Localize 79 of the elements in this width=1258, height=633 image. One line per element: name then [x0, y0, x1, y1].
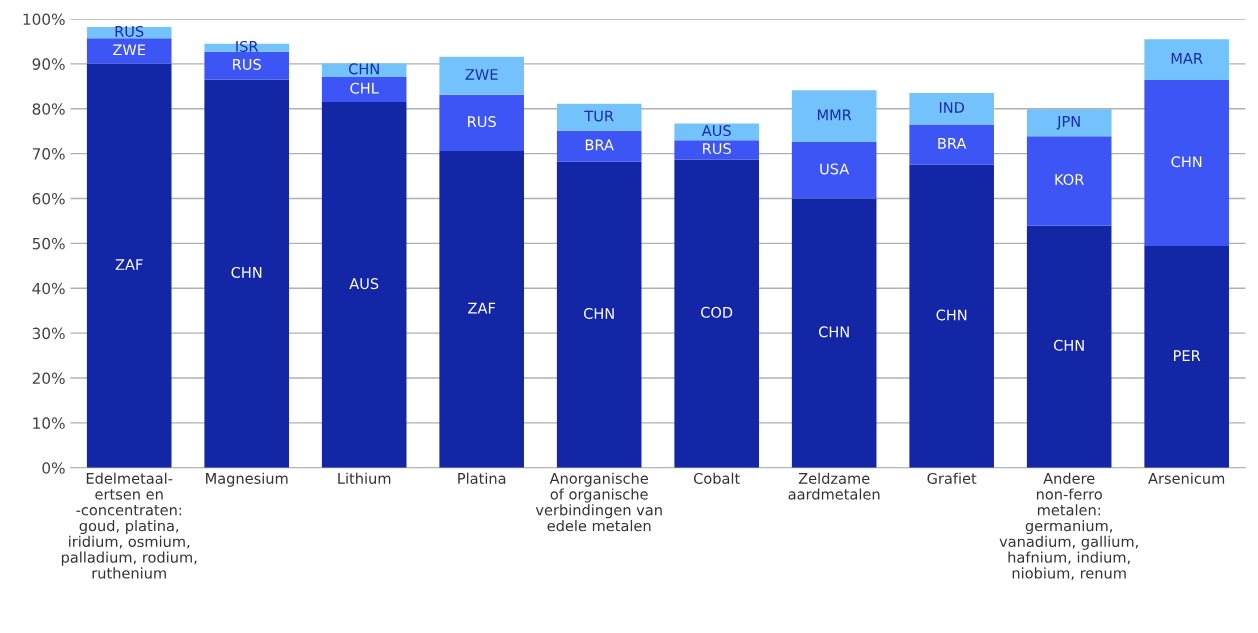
- y-tick-label: 10%: [33, 417, 65, 429]
- x-tick-label: Zeldzame aardmetalen: [788, 472, 880, 500]
- data-label: USA: [820, 163, 850, 175]
- bar: [674, 123, 759, 141]
- data-label: BRA: [938, 138, 967, 149]
- bar: [204, 43, 289, 52]
- data-label: MAR: [1171, 53, 1203, 64]
- data-label: CHN: [231, 266, 262, 278]
- bar: [1026, 225, 1112, 468]
- y-tick-label: 30%: [32, 327, 65, 340]
- bar: [909, 124, 994, 165]
- data-label: ZAF: [115, 259, 143, 270]
- bar: [1144, 80, 1229, 247]
- bar: [556, 161, 642, 468]
- bar: [1026, 136, 1112, 226]
- bar: [791, 141, 877, 199]
- data-label: AUS: [701, 125, 731, 137]
- y-tick-label: 90%: [32, 58, 65, 70]
- bar: [439, 150, 524, 468]
- data-label: CHN: [348, 63, 379, 75]
- data-label: CHN: [1171, 156, 1202, 168]
- bar: [909, 93, 994, 125]
- x-tick-label: Arsenicum: [1148, 472, 1225, 484]
- x-tick-label: Grafiet: [927, 472, 977, 484]
- y-tick-label: 20%: [32, 372, 65, 385]
- bar: [1144, 39, 1229, 81]
- y-tick-label: 60%: [32, 192, 65, 205]
- bar: [791, 90, 877, 142]
- data-label: RUS: [233, 58, 261, 70]
- bar: [204, 79, 289, 468]
- x-tick-label: Anorganische of organische verbindingen van edele metalen: [535, 472, 662, 532]
- data-label: CHN: [1053, 339, 1084, 351]
- bar: [321, 76, 407, 103]
- data-label: CHN: [936, 309, 967, 321]
- x-tick-label: Platina: [458, 472, 506, 484]
- bar: [674, 159, 759, 468]
- y-tick-label: 100%: [23, 13, 65, 26]
- data-label: IND: [939, 102, 965, 113]
- data-label: PER: [1174, 350, 1201, 361]
- data-label: ZAF: [468, 302, 496, 314]
- bar: [86, 38, 172, 64]
- bar: [556, 103, 642, 131]
- x-tick-label: Andere non-ferro metalen: germanium, vanadium, gallium, hafnium, indium, niobium, renum: [999, 472, 1138, 581]
- x-tick-label: Magnesium: [206, 472, 288, 487]
- bar: [674, 140, 759, 160]
- bar: [791, 198, 877, 468]
- y-tick-label: 0%: [42, 462, 65, 474]
- bar: [321, 63, 407, 77]
- data-label: ZWE: [465, 69, 498, 80]
- bar: [439, 94, 524, 151]
- bar: [204, 51, 289, 80]
- data-label: JPN: [1056, 116, 1080, 130]
- y-tick-label: 80%: [32, 103, 65, 115]
- data-label: CHN: [583, 307, 614, 319]
- data-label: TUR: [584, 110, 614, 122]
- data-label: ZWE: [113, 44, 146, 56]
- x-tick-label: Cobalt: [693, 472, 740, 484]
- data-label: MMR: [817, 109, 852, 121]
- bar: [321, 102, 407, 468]
- data-label: CHN: [818, 326, 849, 338]
- data-label: KOR: [1055, 173, 1084, 186]
- bar: [439, 56, 524, 95]
- y-tick-label: 50%: [32, 237, 65, 250]
- data-label: CHL: [350, 82, 379, 94]
- bar: [1026, 109, 1112, 137]
- data-label: ISR: [236, 40, 259, 52]
- data-label: RUS: [115, 25, 144, 37]
- bar: [86, 63, 172, 468]
- bar: [556, 130, 642, 162]
- data-label: COD: [701, 306, 733, 318]
- x-tick-label: Lithium: [338, 472, 391, 484]
- y-tick-label: 40%: [32, 282, 65, 295]
- y-tick-label: 70%: [32, 148, 65, 160]
- data-label: RUS: [468, 116, 496, 128]
- data-label: RUS: [703, 143, 731, 155]
- bar: [1144, 246, 1229, 468]
- bar: [909, 164, 994, 468]
- data-label: AUS: [349, 278, 379, 290]
- data-label: BRA: [585, 139, 614, 151]
